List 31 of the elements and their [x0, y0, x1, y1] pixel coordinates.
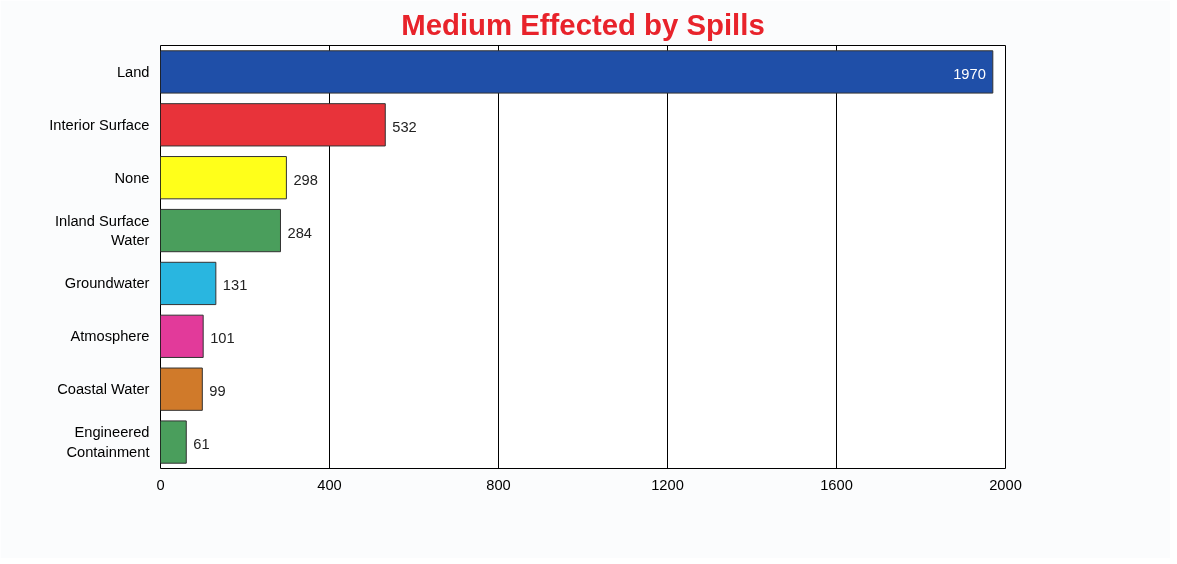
data-label: 61: [193, 436, 210, 453]
data-label: 298: [293, 171, 318, 188]
y-tick-label: Interior Surface: [49, 116, 150, 133]
data-label: 131: [222, 277, 248, 294]
data-label: 101: [210, 330, 235, 347]
y-tick-label: Engineered Containment: [66, 424, 150, 460]
y-tick-label: Land: [116, 63, 150, 80]
bar: [160, 208, 281, 253]
x-tick-label: 1600: [820, 476, 853, 493]
data-label: 284: [287, 224, 312, 241]
y-tick-label: Inland Surface Water: [54, 212, 150, 249]
y-tick-label: Coastal Water: [57, 381, 150, 398]
data-label: 1970: [953, 65, 986, 82]
data-label: 532: [392, 118, 417, 135]
bar: [160, 261, 217, 306]
data-label: 99: [209, 383, 226, 400]
bar: [160, 50, 994, 94]
bar: [160, 103, 386, 147]
x-tick-label: 1200: [651, 476, 684, 493]
x-tick-label: 2000: [989, 476, 1022, 493]
x-tick-label: 0: [156, 476, 165, 493]
bar: [160, 367, 203, 411]
bar: [160, 420, 187, 464]
chart-title: Medium Effected by Spills: [401, 7, 765, 41]
y-tick-label: Groundwater: [64, 275, 150, 292]
x-tick-label: 400: [317, 476, 342, 493]
y-tick-label: None: [114, 169, 150, 186]
bar: [160, 156, 287, 200]
x-tick-label: 800: [486, 476, 511, 493]
y-tick-label: Atmosphere: [70, 328, 150, 345]
bar: [160, 314, 204, 358]
